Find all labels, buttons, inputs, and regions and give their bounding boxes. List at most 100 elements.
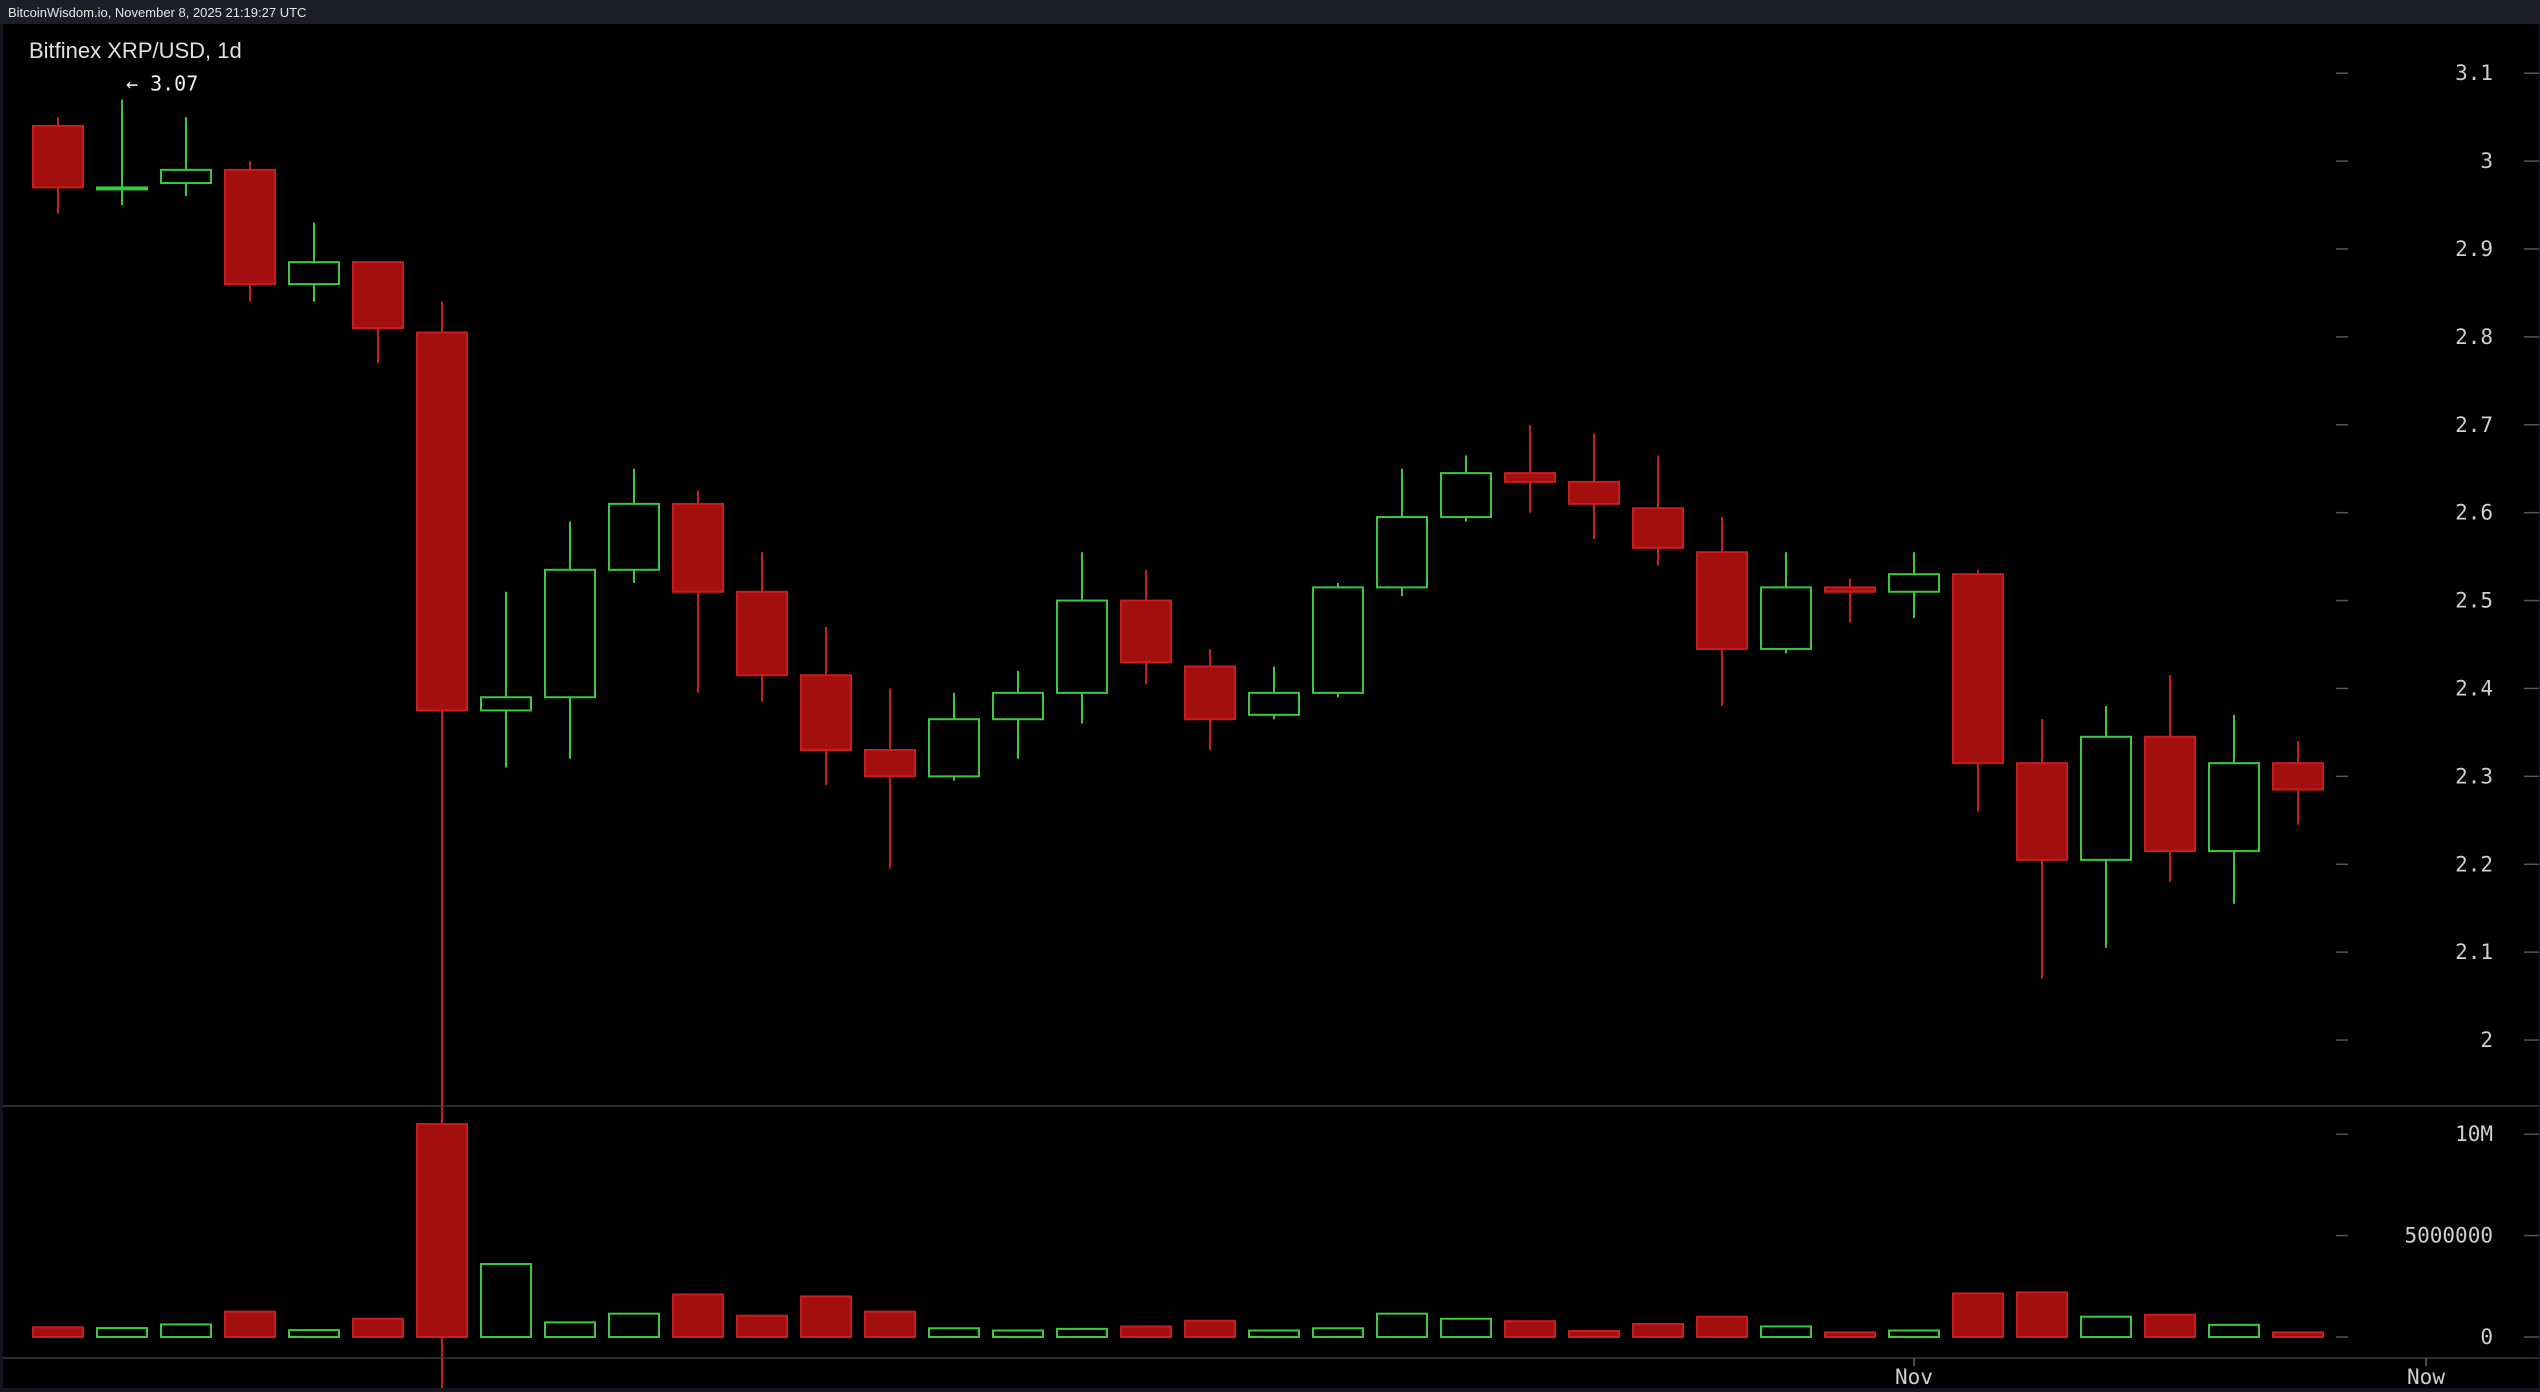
candle[interactable] xyxy=(1632,455,1684,566)
volume-bars[interactable] xyxy=(32,1123,2324,1339)
candle-body-up xyxy=(544,568,596,699)
volume-bar-down xyxy=(416,1123,468,1339)
candle-body-down xyxy=(736,590,788,677)
candle-body-down xyxy=(800,674,852,751)
volume-bar-down xyxy=(1184,1319,1236,1339)
candle-body-up xyxy=(2208,762,2260,853)
candle[interactable] xyxy=(416,301,468,1388)
candlestick-chart[interactable]: 3.1 3 2.9 2.8 2.7 2.6 2.5 2.4 2.3 2.2 2.1 2 10M 5000… xyxy=(3,24,2539,1389)
candle-body-down xyxy=(1504,472,1556,483)
candle[interactable] xyxy=(2208,714,2260,904)
candle-body-down xyxy=(1824,586,1876,593)
candle-body-down xyxy=(2272,762,2324,791)
candle[interactable] xyxy=(224,161,276,302)
candle[interactable] xyxy=(288,222,340,302)
volume-bar-down xyxy=(1696,1315,1748,1338)
volume-bar-down xyxy=(1120,1325,1172,1339)
candle[interactable] xyxy=(352,261,404,364)
candle[interactable] xyxy=(2144,675,2196,882)
price-axis: 3.1 3 2.9 2.8 2.7 2.6 2.5 2.4 2.3 2.2 2.1 2 xyxy=(2336,61,2539,1052)
candle-body-up xyxy=(928,718,980,778)
candle-body-up xyxy=(96,186,148,191)
candle[interactable] xyxy=(992,670,1044,759)
volume-bar-up xyxy=(1056,1327,1108,1339)
candle[interactable] xyxy=(1696,517,1748,707)
candle[interactable] xyxy=(1120,569,1172,685)
candle-body-down xyxy=(1632,507,1684,549)
candle-body-up xyxy=(1376,516,1428,589)
candle[interactable] xyxy=(1248,666,1300,720)
volume-bar-down xyxy=(736,1314,788,1339)
volume-bar-down xyxy=(672,1293,724,1338)
candle-body-up xyxy=(1056,599,1108,694)
candle[interactable] xyxy=(672,490,724,693)
price-tick-label: 2.1 xyxy=(2455,940,2493,964)
candle[interactable] xyxy=(736,552,788,702)
volume-bar-up xyxy=(1376,1312,1428,1338)
volume-bar-up xyxy=(928,1327,980,1338)
candle[interactable] xyxy=(800,626,852,786)
volume-bar-down xyxy=(1824,1331,1876,1338)
candle-body-up xyxy=(1312,586,1364,694)
volume-bar-up xyxy=(1312,1327,1364,1338)
candle[interactable] xyxy=(32,117,84,214)
candle[interactable] xyxy=(2016,719,2068,979)
chart-area[interactable]: 3.1 3 2.9 2.8 2.7 2.6 2.5 2.4 2.3 2.2 2.1 2 10M 5000… xyxy=(3,24,2539,1389)
candle[interactable] xyxy=(1376,468,1428,597)
price-tick-label: 2 xyxy=(2480,1028,2493,1052)
price-tick-label: 3.1 xyxy=(2455,61,2493,85)
time-axis: Nov Now xyxy=(1895,1358,2445,1389)
price-candles[interactable] xyxy=(32,99,2324,1388)
candle-body-up xyxy=(480,696,532,712)
candle[interactable] xyxy=(1760,552,1812,654)
volume-bar-up xyxy=(608,1312,660,1338)
volume-bar-down xyxy=(800,1295,852,1339)
top-bar: BitcoinWisdom.io, November 8, 2025 21:19… xyxy=(0,0,2540,24)
volume-bar-down xyxy=(1504,1320,1556,1339)
volume-bar-down xyxy=(32,1326,84,1339)
candle[interactable] xyxy=(608,468,660,583)
volume-bar-up xyxy=(2080,1315,2132,1338)
candle[interactable] xyxy=(96,99,148,206)
candle[interactable] xyxy=(160,117,212,197)
chart-title: Bitfinex XRP/USD, 1d xyxy=(29,38,242,63)
candle-body-down xyxy=(352,261,404,330)
price-tick-label: 2.6 xyxy=(2455,501,2493,525)
candle-body-up xyxy=(608,502,660,571)
time-axis-label: Nov xyxy=(1895,1365,1933,1388)
candle[interactable] xyxy=(1952,569,2004,812)
candle[interactable] xyxy=(1824,578,1876,623)
volume-bar-up xyxy=(992,1329,1044,1338)
candle[interactable] xyxy=(1568,433,1620,540)
candle[interactable] xyxy=(480,591,532,768)
candle[interactable] xyxy=(1440,455,1492,522)
price-tick-label: 2.8 xyxy=(2455,325,2493,349)
candle[interactable] xyxy=(2080,706,2132,948)
price-tick-label: 3 xyxy=(2480,149,2493,173)
volume-bar-up xyxy=(1248,1329,1300,1338)
candle[interactable] xyxy=(544,521,596,759)
source-timestamp: BitcoinWisdom.io, November 8, 2025 21:19… xyxy=(8,5,307,20)
candle-body-down xyxy=(2016,762,2068,861)
candle[interactable] xyxy=(1888,552,1940,619)
volume-bar-up xyxy=(96,1327,148,1338)
candle-body-up xyxy=(2080,735,2132,861)
price-tick-label: 2.9 xyxy=(2455,237,2493,261)
candle-body-up xyxy=(992,691,1044,721)
volume-bar-up xyxy=(1888,1329,1940,1338)
candle[interactable] xyxy=(1056,552,1108,724)
candle[interactable] xyxy=(864,688,916,869)
candle[interactable] xyxy=(928,692,980,781)
candle[interactable] xyxy=(1504,424,1556,513)
candle[interactable] xyxy=(1312,582,1364,698)
volume-bar-up xyxy=(480,1263,532,1338)
candle-body-up xyxy=(1760,586,1812,650)
candle-body-down xyxy=(1184,665,1236,721)
candle-body-up xyxy=(288,261,340,286)
volume-bar-down xyxy=(1632,1323,1684,1338)
high-marker-label: ← 3.07 xyxy=(126,72,198,96)
candle-body-down xyxy=(672,502,724,593)
candle[interactable] xyxy=(1184,648,1236,750)
candle[interactable] xyxy=(2272,741,2324,825)
volume-bar-up xyxy=(2208,1323,2260,1339)
